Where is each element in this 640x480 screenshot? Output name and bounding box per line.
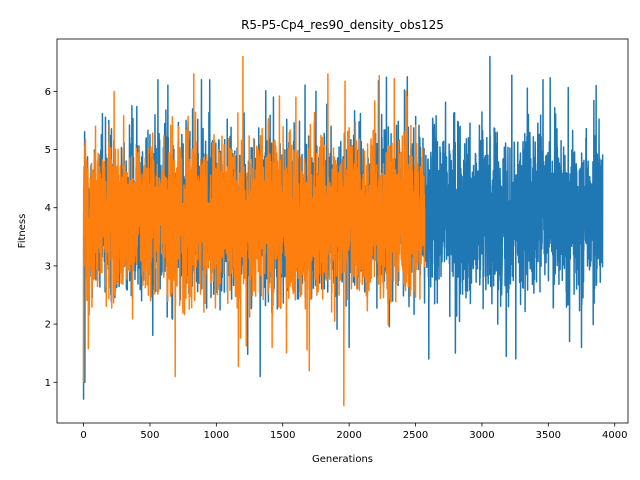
y-axis-ticks: 1 2 3 4 5 6 [45, 87, 57, 389]
x-tick-label: 2500 [403, 430, 428, 441]
y-tick-label: 3 [45, 261, 51, 272]
x-tick-label: 500 [140, 430, 159, 441]
x-tick-label: 1500 [270, 430, 295, 441]
y-tick-label: 2 [45, 320, 51, 331]
series-line-2 [82, 55, 426, 407]
y-tick-label: 6 [45, 87, 51, 98]
x-axis-title: Generations [312, 454, 373, 465]
x-axis-ticks: 0 500 1000 1500 2000 2500 3000 3500 4000 [80, 423, 627, 441]
y-tick-label: 4 [45, 203, 51, 214]
x-tick-label: 0 [80, 430, 86, 441]
x-tick-label: 4000 [602, 430, 627, 441]
x-tick-label: 3500 [536, 430, 561, 441]
chart-title: R5-P5-Cp4_res90_density_obs125 [241, 18, 444, 32]
x-tick-label: 3000 [469, 430, 494, 441]
y-tick-label: 5 [45, 145, 51, 156]
axes-frame [56, 38, 629, 424]
x-tick-label: 1000 [204, 430, 229, 441]
plot-area [82, 55, 604, 407]
y-tick-label: 1 [45, 378, 51, 389]
x-tick-label: 2000 [336, 430, 361, 441]
y-axis-title: Fitness [17, 214, 28, 249]
